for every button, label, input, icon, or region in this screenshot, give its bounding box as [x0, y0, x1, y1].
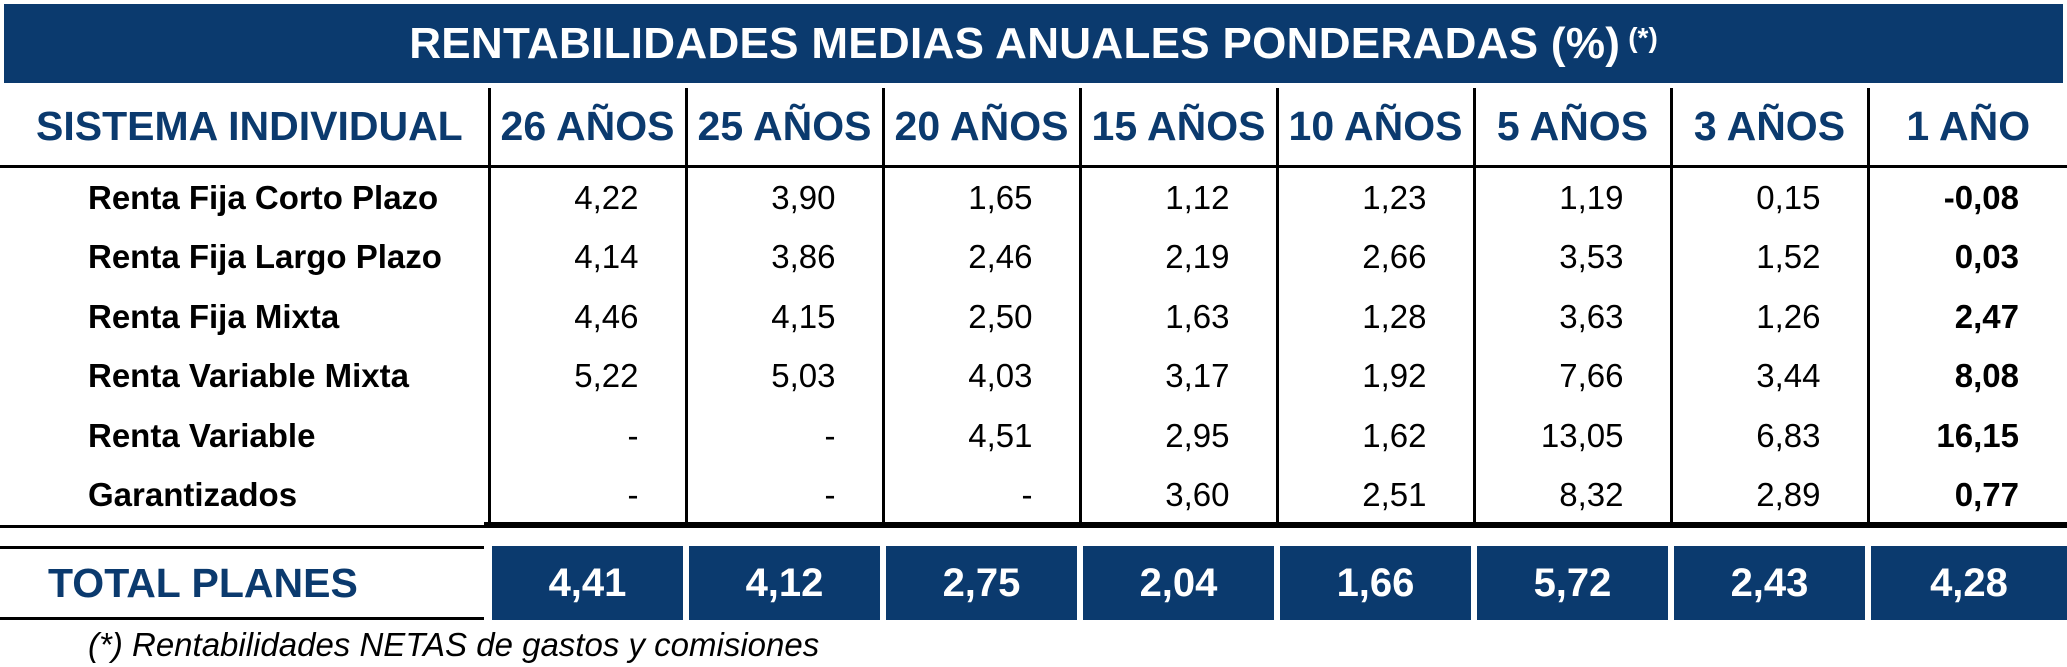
- total-value-cell: 2,04: [1083, 546, 1274, 620]
- value-cell: 3,63: [1472, 287, 1671, 347]
- value-cell: 1,52: [1669, 227, 1868, 287]
- value-cell: 6,83: [1669, 406, 1868, 466]
- value-cell: 13,05: [1472, 406, 1671, 466]
- table-row: Garantizados - - -3,60 2,51 8,32 2,89 0,77: [0, 465, 2067, 528]
- footnote: (*) Rentabilidades NETAS de gastos y com…: [88, 626, 820, 663]
- period-header-20: 20 AÑOS: [881, 88, 1080, 168]
- value-cell: 1,65: [881, 166, 1080, 228]
- value-cell: 1,26: [1669, 287, 1868, 347]
- value-cell: 2,95: [1078, 406, 1277, 466]
- value-cell: 1,28: [1275, 287, 1474, 347]
- value-cell: 2,50: [881, 287, 1080, 347]
- value-cell: 1,19: [1472, 166, 1671, 228]
- value-cell: 1,63: [1078, 287, 1277, 347]
- value-cell: 4,15: [684, 287, 883, 347]
- value-cell: 8,08: [1866, 346, 2067, 406]
- value-cell: 5,03: [684, 346, 883, 406]
- value-cell: 4,14: [487, 227, 686, 287]
- row-label: Garantizados: [0, 465, 489, 528]
- value-cell: 2,89: [1669, 465, 1868, 528]
- total-separator: [484, 522, 2067, 525]
- total-value-cell: 1,66: [1280, 546, 1471, 620]
- total-value-cell: 2,43: [1674, 546, 1865, 620]
- total-value-cell: 5,72: [1477, 546, 1668, 620]
- value-cell: 0,77: [1866, 465, 2067, 528]
- period-header-1: 1 AÑO: [1866, 88, 2067, 168]
- value-cell: 2,46: [881, 227, 1080, 287]
- value-cell: 4,03: [881, 346, 1080, 406]
- value-cell: 1,12: [1078, 166, 1277, 228]
- value-cell: 2,19: [1078, 227, 1277, 287]
- header-row: SISTEMA INDIVIDUAL 26 AÑOS 25 AÑOS 20 AÑ…: [0, 88, 2067, 168]
- returns-table: SISTEMA INDIVIDUAL 26 AÑOS 25 AÑOS 20 AÑ…: [0, 88, 2067, 528]
- value-cell: 1,92: [1275, 346, 1474, 406]
- value-cell: 3,44: [1669, 346, 1868, 406]
- value-cell: 8,32: [1472, 465, 1671, 528]
- value-cell: 0,15: [1669, 166, 1868, 228]
- value-cell: 1,62: [1275, 406, 1474, 466]
- value-cell: 4,46: [487, 287, 686, 347]
- table-row: Renta Fija Corto Plazo 4,22 3,90 1,65 1,12 1,…: [0, 166, 2067, 228]
- total-value-cell: 4,41: [492, 546, 683, 620]
- period-header-25: 25 AÑOS: [684, 88, 883, 168]
- value-cell: 2,66: [1275, 227, 1474, 287]
- row-label: Renta Fija Largo Plazo: [88, 238, 442, 276]
- value-cell: -: [684, 406, 883, 466]
- value-cell: 7,66: [1472, 346, 1671, 406]
- total-value-cell: 4,12: [689, 546, 880, 620]
- value-cell: 2,47: [1866, 287, 2067, 347]
- value-cell: 3,53: [1472, 227, 1671, 287]
- value-cell: -0,08: [1866, 166, 2067, 228]
- value-cell: 3,60: [1078, 465, 1277, 528]
- total-label: TOTAL PLANES: [0, 546, 484, 620]
- row-label: Renta Fija Corto Plazo: [88, 178, 439, 216]
- system-label: SISTEMA INDIVIDUAL: [0, 88, 489, 168]
- value-cell: 4,51: [881, 406, 1080, 466]
- row-label: Renta Variable Mixta: [88, 357, 409, 395]
- value-cell: 4,22: [487, 166, 686, 228]
- value-cell: 1,23: [1275, 166, 1474, 228]
- value-cell: 2,51: [1275, 465, 1474, 528]
- period-header-3: 3 AÑOS: [1669, 88, 1868, 168]
- value-cell: 16,15: [1866, 406, 2067, 466]
- value-cell: -: [684, 465, 883, 528]
- table-row: Renta Variable Mixta 5,22 5,03 4,03 3,17 1,92…: [0, 346, 2067, 406]
- total-value-cell: 2,75: [886, 546, 1077, 620]
- row-label: Renta Fija Mixta: [88, 297, 340, 335]
- table-body: Renta Fija Corto Plazo 4,22 3,90 1,65 1,12 1,…: [0, 166, 2067, 528]
- table-row: Renta Variable - -4,51 2,95 1,62 13,05 6,83 16,…: [0, 406, 2067, 466]
- period-header-26: 26 AÑOS: [487, 88, 686, 168]
- period-header-15: 15 AÑOS: [1078, 88, 1277, 168]
- value-cell: -: [487, 406, 686, 466]
- value-cell: 3,90: [684, 166, 883, 228]
- value-cell: 3,17: [1078, 346, 1277, 406]
- title-note-mark: (*): [1628, 21, 1658, 53]
- table-row: Renta Fija Mixta 4,46 4,15 2,50 1,63 1,28 3,63…: [0, 287, 2067, 347]
- title-bar: RENTABILIDADES MEDIAS ANUALES PONDERADAS…: [4, 4, 2063, 83]
- value-cell: -: [881, 465, 1080, 528]
- value-cell: 5,22: [487, 346, 686, 406]
- table-title: RENTABILIDADES MEDIAS ANUALES PONDERADAS…: [409, 18, 1621, 68]
- value-cell: 3,86: [684, 227, 883, 287]
- value-cell: 0,03: [1866, 227, 2067, 287]
- total-value-cell: 4,28: [1871, 546, 2067, 620]
- period-header-5: 5 AÑOS: [1472, 88, 1671, 168]
- table-row: Renta Fija Largo Plazo 4,14 3,86 2,46 2,19 2,…: [0, 227, 2067, 287]
- row-label: Renta Variable: [88, 416, 316, 454]
- value-cell: -: [487, 465, 686, 528]
- period-header-10: 10 AÑOS: [1275, 88, 1474, 168]
